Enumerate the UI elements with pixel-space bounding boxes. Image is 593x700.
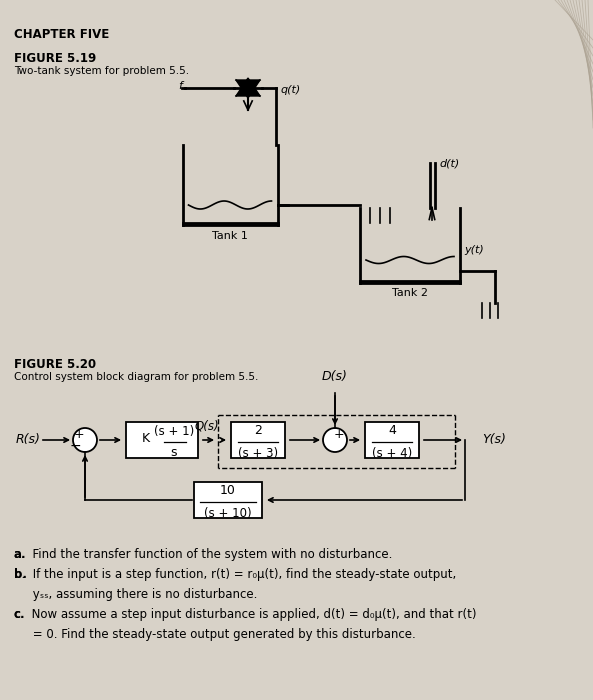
- Bar: [126, 422, 198, 458]
- Text: Tank 1: Tank 1: [212, 231, 248, 241]
- Polygon shape: [236, 78, 260, 96]
- Text: K: K: [142, 433, 150, 445]
- Text: −: −: [69, 439, 81, 453]
- Text: b.  If the input is a step function, r(t) = r₀μ(t), find the steady-state output: b. If the input is a step function, r(t)…: [14, 568, 456, 581]
- Text: yₛₛ, assuming there is no disturbance.: yₛₛ, assuming there is no disturbance.: [14, 588, 257, 601]
- Circle shape: [323, 428, 347, 452]
- Text: q(t): q(t): [280, 85, 300, 95]
- Text: FIGURE 5.20: FIGURE 5.20: [14, 358, 96, 371]
- Text: (s + 3): (s + 3): [238, 447, 278, 461]
- Text: +: +: [74, 428, 84, 442]
- Text: f: f: [178, 81, 182, 91]
- Text: b.: b.: [14, 568, 27, 581]
- Text: Y(s): Y(s): [482, 433, 506, 447]
- Text: Tank 2: Tank 2: [392, 288, 428, 298]
- Text: 10: 10: [220, 484, 236, 498]
- Bar: [194, 482, 262, 518]
- Text: 4: 4: [388, 424, 396, 438]
- Text: c.: c.: [14, 608, 25, 621]
- Text: d(t): d(t): [439, 158, 459, 169]
- Bar: [231, 422, 285, 458]
- Polygon shape: [236, 80, 260, 98]
- Circle shape: [73, 428, 97, 452]
- Text: 2: 2: [254, 424, 262, 438]
- Text: +: +: [334, 428, 345, 442]
- Text: c.  Now assume a step input disturbance is applied, d(t) = d₀μ(t), and that r(t): c. Now assume a step input disturbance i…: [14, 608, 477, 621]
- Text: R(s): R(s): [15, 433, 40, 447]
- Text: a.  Find the transfer function of the system with no disturbance.: a. Find the transfer function of the sys…: [14, 548, 393, 561]
- Text: (s + 10): (s + 10): [204, 508, 252, 521]
- Text: a.: a.: [14, 548, 27, 561]
- Text: D(s): D(s): [322, 370, 348, 383]
- Text: y(t): y(t): [464, 245, 484, 255]
- Text: FIGURE 5.19: FIGURE 5.19: [14, 52, 96, 65]
- Bar: [365, 422, 419, 458]
- Text: Control system block diagram for problem 5.5.: Control system block diagram for problem…: [14, 372, 259, 382]
- Text: (s + 1): (s + 1): [154, 424, 194, 438]
- Text: CHAPTER FIVE: CHAPTER FIVE: [14, 28, 109, 41]
- Text: = 0. Find the steady-state output generated by this disturbance.: = 0. Find the steady-state output genera…: [14, 628, 416, 641]
- Text: Two-tank system for problem 5.5.: Two-tank system for problem 5.5.: [14, 66, 189, 76]
- Text: s: s: [171, 445, 177, 458]
- Text: (s + 4): (s + 4): [372, 447, 412, 461]
- Text: Q(s): Q(s): [194, 419, 219, 433]
